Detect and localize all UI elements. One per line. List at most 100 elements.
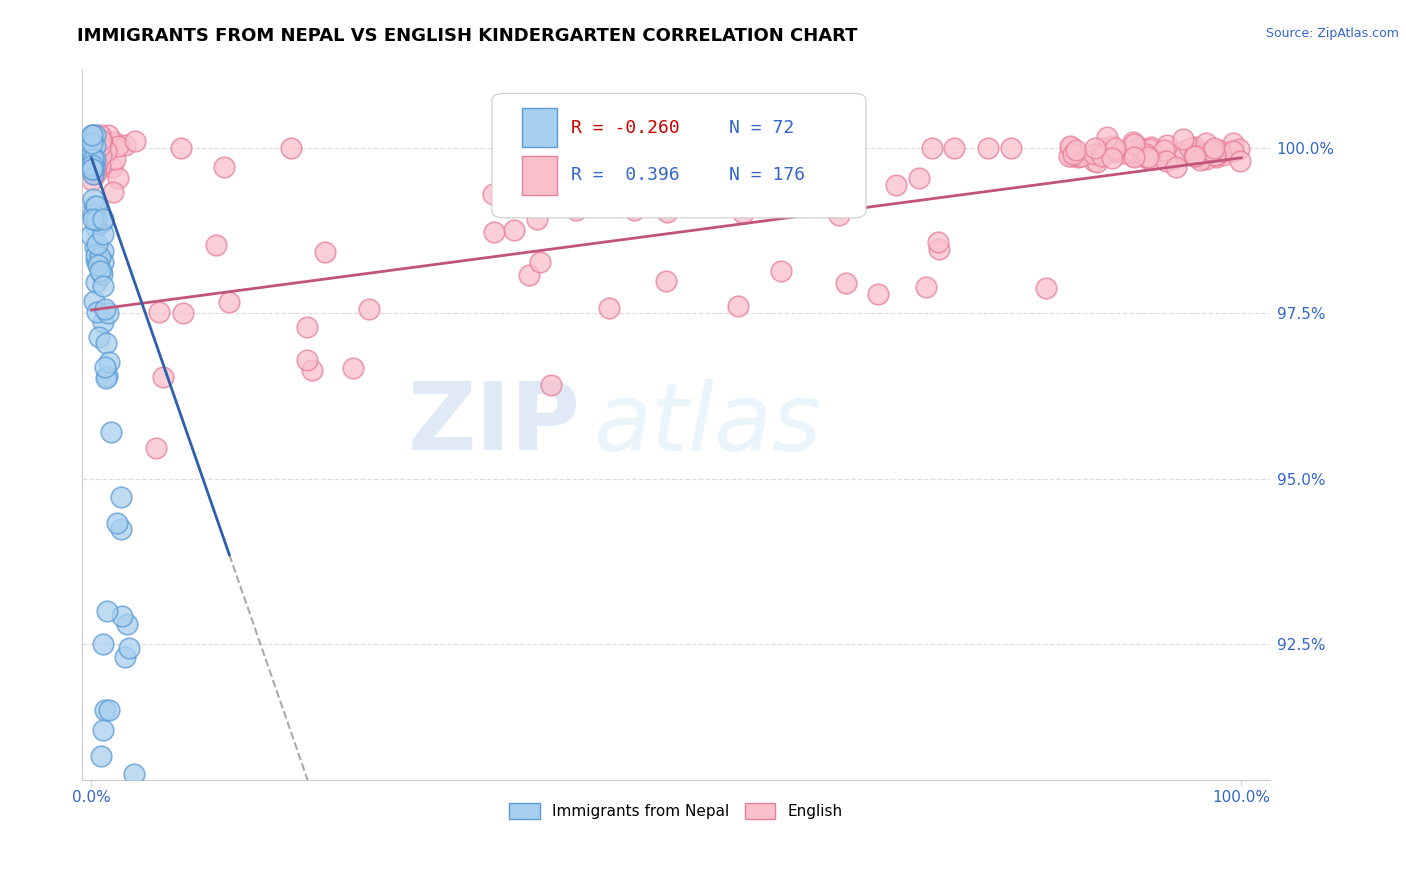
Point bbox=[89, 141, 111, 155]
Point bbox=[1101, 138, 1123, 153]
Point bbox=[1101, 151, 1123, 165]
Point bbox=[80, 173, 103, 187]
Point bbox=[655, 205, 678, 219]
Point bbox=[218, 295, 240, 310]
Point bbox=[770, 263, 793, 277]
Point bbox=[94, 370, 117, 384]
Point bbox=[1123, 150, 1146, 164]
Point bbox=[91, 637, 114, 651]
Point bbox=[1064, 144, 1087, 158]
Point bbox=[1189, 153, 1212, 167]
Point bbox=[1091, 149, 1114, 163]
Point bbox=[1182, 149, 1205, 163]
Point bbox=[1218, 144, 1240, 158]
Point bbox=[280, 141, 302, 155]
Point bbox=[80, 161, 103, 176]
Point bbox=[1202, 141, 1225, 155]
Point bbox=[1201, 144, 1223, 158]
Point bbox=[82, 159, 104, 173]
Point bbox=[90, 749, 112, 764]
Point bbox=[82, 161, 104, 176]
Point bbox=[111, 609, 134, 624]
Point bbox=[1208, 143, 1230, 157]
Point bbox=[1136, 151, 1159, 165]
Point bbox=[94, 359, 117, 374]
Point bbox=[87, 253, 110, 268]
Point bbox=[1180, 141, 1202, 155]
Point bbox=[1095, 130, 1118, 145]
Point bbox=[82, 149, 104, 163]
Point bbox=[94, 302, 117, 317]
Point bbox=[82, 141, 104, 155]
Point bbox=[145, 441, 167, 455]
Point bbox=[1119, 146, 1142, 161]
Point bbox=[1161, 153, 1184, 167]
Point bbox=[86, 258, 108, 272]
Point bbox=[118, 641, 141, 656]
Point bbox=[83, 128, 105, 143]
Point bbox=[114, 137, 136, 152]
Point bbox=[91, 211, 114, 226]
Point bbox=[1135, 147, 1157, 161]
Point bbox=[1137, 150, 1160, 164]
Point bbox=[1204, 148, 1226, 162]
Point bbox=[921, 141, 943, 155]
Point bbox=[84, 149, 107, 163]
Point bbox=[89, 139, 111, 153]
Point bbox=[1154, 154, 1177, 169]
Point bbox=[152, 370, 174, 384]
Point bbox=[927, 235, 949, 249]
Point bbox=[1173, 145, 1195, 159]
Point bbox=[115, 617, 138, 632]
Point bbox=[295, 352, 318, 367]
Point bbox=[1205, 148, 1227, 162]
Point bbox=[1229, 154, 1251, 169]
Point bbox=[122, 767, 145, 781]
Point bbox=[1132, 147, 1154, 161]
Point bbox=[1222, 136, 1244, 151]
Point bbox=[1104, 140, 1126, 154]
Point bbox=[513, 144, 536, 158]
Point bbox=[91, 254, 114, 268]
Point bbox=[908, 171, 931, 186]
Point bbox=[84, 275, 107, 289]
Point bbox=[1122, 149, 1144, 163]
Point bbox=[1184, 148, 1206, 162]
Point bbox=[977, 141, 1000, 155]
Point bbox=[1091, 141, 1114, 155]
Point bbox=[86, 236, 108, 251]
Point bbox=[1227, 142, 1250, 156]
Point bbox=[80, 149, 103, 163]
Point bbox=[87, 146, 110, 161]
Point bbox=[89, 263, 111, 277]
Point bbox=[1062, 147, 1084, 161]
Point bbox=[526, 212, 548, 227]
Point bbox=[91, 267, 114, 281]
Point bbox=[84, 253, 107, 268]
Point bbox=[80, 128, 103, 142]
Point bbox=[1153, 143, 1175, 157]
Point bbox=[82, 167, 104, 181]
Point bbox=[80, 135, 103, 149]
Point bbox=[84, 136, 107, 150]
Point bbox=[1083, 146, 1105, 161]
Point bbox=[110, 522, 132, 536]
FancyBboxPatch shape bbox=[492, 94, 866, 218]
Point bbox=[1139, 142, 1161, 156]
Point bbox=[91, 227, 114, 242]
Point bbox=[107, 170, 129, 185]
Point bbox=[1083, 153, 1105, 168]
Point bbox=[835, 276, 858, 290]
Point bbox=[84, 198, 107, 212]
Point bbox=[89, 330, 111, 344]
Text: R = -0.260: R = -0.260 bbox=[571, 119, 681, 136]
Point bbox=[129, 888, 152, 892]
Point bbox=[84, 213, 107, 227]
Point bbox=[89, 251, 111, 265]
Point bbox=[540, 378, 562, 392]
Point bbox=[648, 141, 671, 155]
Point bbox=[82, 139, 104, 153]
Legend: Immigrants from Nepal, English: Immigrants from Nepal, English bbox=[503, 797, 849, 825]
Point bbox=[114, 650, 136, 665]
Text: IMMIGRANTS FROM NEPAL VS ENGLISH KINDERGARTEN CORRELATION CHART: IMMIGRANTS FROM NEPAL VS ENGLISH KINDERG… bbox=[77, 27, 858, 45]
